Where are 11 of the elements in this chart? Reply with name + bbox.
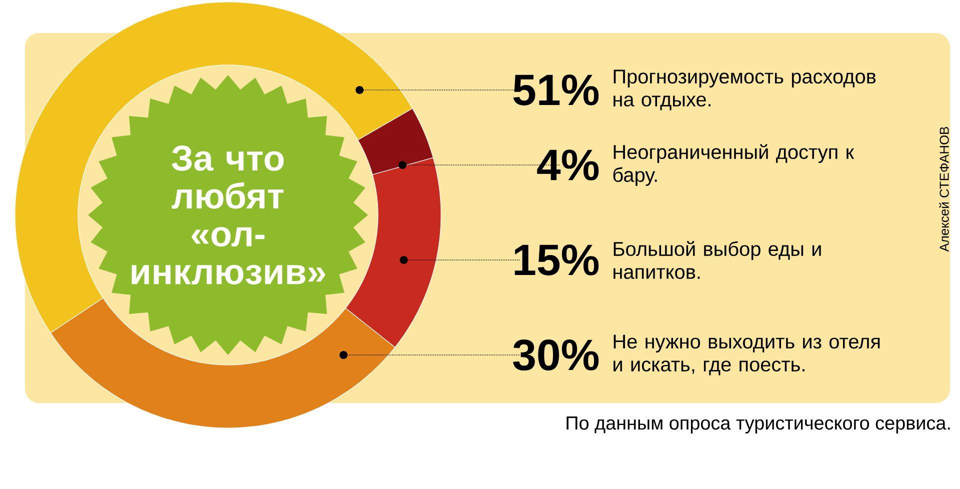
slice-label: Не нужно выходить из отеля и искать, где поесть. xyxy=(614,334,880,376)
slice-label: Большой выбор еды и напитков. xyxy=(614,241,821,279)
slice-label: Неограниченный доступ к бару. xyxy=(613,144,854,186)
text: За что любят «ол-инклюзив» xyxy=(132,146,326,284)
text: По данным опроса туристического сервиса. xyxy=(566,416,950,434)
slice-label: Прогнозируемость расходов на отдыхе. xyxy=(614,70,876,110)
data-label: 51% xyxy=(513,74,599,106)
text: Алексей СТЕФАНОВ xyxy=(939,126,949,252)
data-label: 15% xyxy=(514,244,599,276)
data-label: 30% xyxy=(513,339,599,371)
data-label: 4% xyxy=(537,150,599,180)
